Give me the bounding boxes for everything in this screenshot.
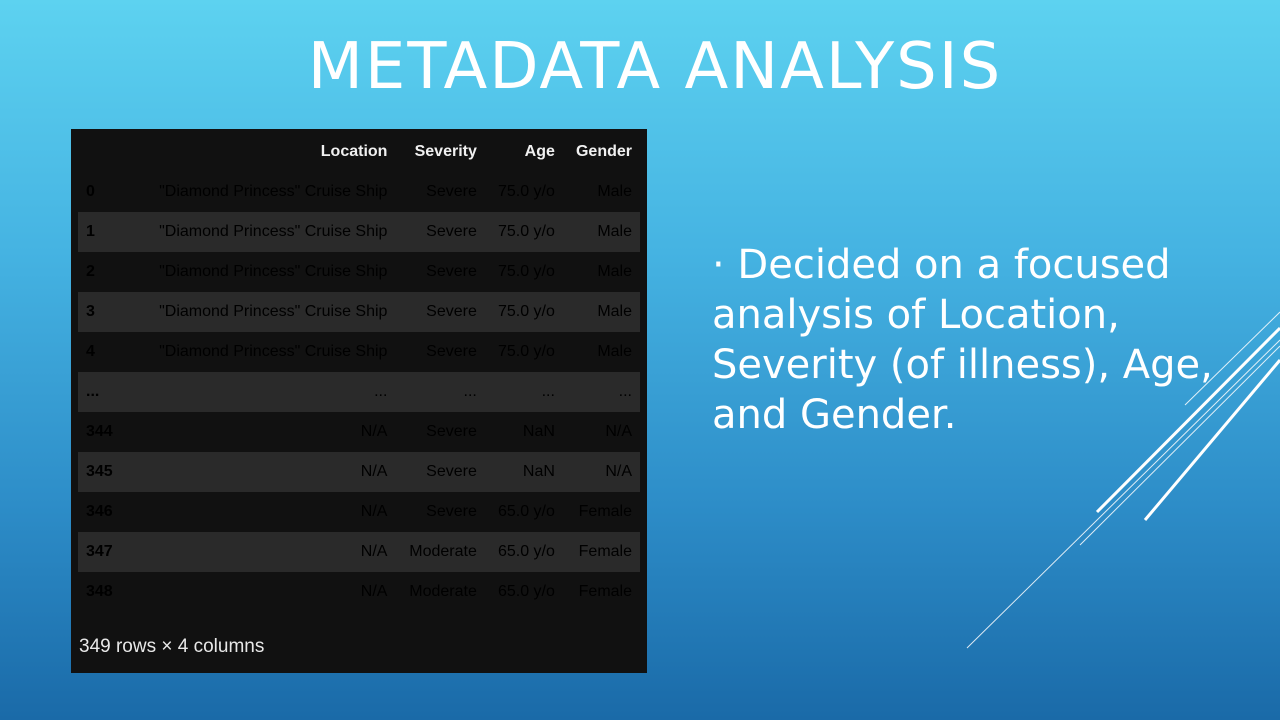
table-body: 0 "Diamond Princess" Cruise Ship Severe 75.… xyxy=(78,172,640,612)
table-cell: Female xyxy=(578,583,632,600)
table-cell: Severe xyxy=(426,503,477,520)
row-index: ... xyxy=(86,383,100,400)
table-row: 0 "Diamond Princess" Cruise Ship Severe 75.… xyxy=(78,172,640,212)
table-cell: N/A xyxy=(360,423,388,440)
table-header-row: Location Severity Age Gender xyxy=(78,132,640,172)
table-cell: Severe xyxy=(426,463,477,480)
table-cell: ... xyxy=(618,383,632,400)
table-cell: 75.0 y/o xyxy=(497,183,555,200)
column-header: Severity xyxy=(414,143,477,160)
table-cell: Male xyxy=(597,303,632,320)
table-cell: Male xyxy=(597,263,632,280)
table-cell: Female xyxy=(578,503,632,520)
row-index: 347 xyxy=(86,543,113,560)
table-row: 347 N/A Moderate 65.0 y/o Female xyxy=(78,532,640,572)
table-cell: Severe xyxy=(426,303,477,320)
table-cell: ... xyxy=(463,383,477,400)
slide-title: METADATA ANALYSIS xyxy=(307,30,1003,104)
table-cell: Severe xyxy=(426,343,477,360)
table-cell: "Diamond Princess" Cruise Ship xyxy=(159,223,388,240)
table-cell: Severe xyxy=(426,423,477,440)
table-cell: Moderate xyxy=(409,543,477,560)
table-cell: 75.0 y/o xyxy=(497,343,555,360)
table-row: 348 N/A Moderate 65.0 y/o Female xyxy=(78,572,640,612)
table-cell: 65.0 y/o xyxy=(497,503,555,520)
table-cell: N/A xyxy=(360,503,388,520)
table-cell: N/A xyxy=(360,583,388,600)
table-cell: NaN xyxy=(522,463,555,480)
table-cell: NaN xyxy=(522,423,555,440)
table-cell: 75.0 y/o xyxy=(497,263,555,280)
row-index: 3 xyxy=(86,303,95,320)
table-cell: Male xyxy=(597,183,632,200)
table-row: 4 "Diamond Princess" Cruise Ship Severe 75.… xyxy=(78,332,640,372)
table-cell: N/A xyxy=(605,423,632,440)
table-row: 2 "Diamond Princess" Cruise Ship Severe 75.… xyxy=(78,252,640,292)
column-header: Gender xyxy=(575,143,632,160)
row-index: 345 xyxy=(86,463,113,480)
table-row: 3 "Diamond Princess" Cruise Ship Severe 75.… xyxy=(78,292,640,332)
row-index: 346 xyxy=(86,503,113,520)
table-cell: Moderate xyxy=(409,583,477,600)
row-index: 0 xyxy=(86,183,95,200)
row-index: 4 xyxy=(86,343,95,360)
table-cell: Female xyxy=(578,543,632,560)
index-header xyxy=(78,132,134,172)
row-index: 348 xyxy=(86,583,113,600)
column-header: Age xyxy=(524,143,555,160)
table-cell: 75.0 y/o xyxy=(497,303,555,320)
table-cell: ... xyxy=(374,383,388,400)
table-row: 1 "Diamond Princess" Cruise Ship Severe 75.… xyxy=(78,212,640,252)
row-index: 344 xyxy=(86,423,113,440)
table-cell: 75.0 y/o xyxy=(497,223,555,240)
table-cell: Male xyxy=(597,343,632,360)
table-cell: Severe xyxy=(426,263,477,280)
table-cell: N/A xyxy=(605,463,632,480)
table-cell: ... xyxy=(541,383,555,400)
table-cell: "Diamond Princess" Cruise Ship xyxy=(159,263,388,280)
table-row: 346 N/A Severe 65.0 y/o Female xyxy=(78,492,640,532)
table-cell: 65.0 y/o xyxy=(497,543,555,560)
table-cell: "Diamond Princess" Cruise Ship xyxy=(159,183,388,200)
dataframe-panel: Location Severity Age Gender 0 "Diamond Prin… xyxy=(71,129,647,673)
column-header: Location xyxy=(320,143,388,160)
dataframe-footer: 349 rows × 4 columns xyxy=(79,636,265,657)
table-cell: "Diamond Princess" Cruise Ship xyxy=(159,303,388,320)
table-cell: Severe xyxy=(426,183,477,200)
table-row: 344 N/A Severe NaN N/A xyxy=(78,412,640,452)
table-cell: Severe xyxy=(426,223,477,240)
table-cell: 65.0 y/o xyxy=(497,583,555,600)
table-cell: "Diamond Princess" Cruise Ship xyxy=(159,343,388,360)
row-index: 1 xyxy=(86,223,95,240)
table-cell: N/A xyxy=(360,543,388,560)
row-index: 2 xyxy=(86,263,95,280)
table-row: ............... xyxy=(78,372,640,412)
dataframe-table: Location Severity Age Gender 0 "Diamond Prin… xyxy=(78,132,640,612)
table-cell: N/A xyxy=(360,463,388,480)
table-row: 345 N/A Severe NaN N/A xyxy=(78,452,640,492)
table-cell: Male xyxy=(597,223,632,240)
bullet-point: · Decided on a focused analysis of Locat… xyxy=(712,242,1213,438)
